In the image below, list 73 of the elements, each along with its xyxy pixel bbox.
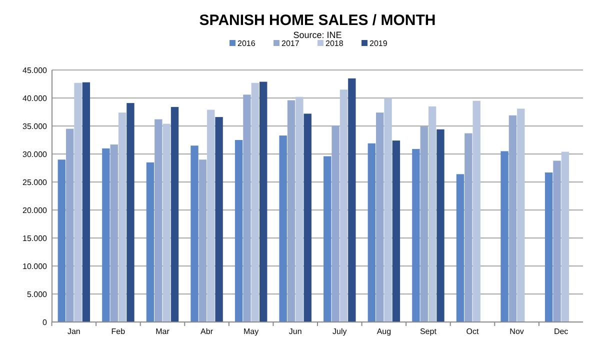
bar xyxy=(287,100,296,322)
y-tick-label: 10.000 xyxy=(22,262,48,271)
bar xyxy=(368,143,376,322)
legend-label: 2019 xyxy=(370,39,388,48)
bar xyxy=(456,174,464,322)
x-tick-label: Oct xyxy=(466,327,480,336)
x-tick-label: May xyxy=(244,327,259,336)
bar xyxy=(412,148,420,322)
y-tick-label: 20.000 xyxy=(22,206,48,215)
bar xyxy=(190,146,198,322)
bar xyxy=(74,82,82,322)
y-tick-label: 25.000 xyxy=(22,178,48,187)
y-tick-label: 45.000 xyxy=(22,66,48,75)
bar xyxy=(146,162,154,322)
bar xyxy=(324,156,332,322)
bar xyxy=(259,82,268,322)
bar xyxy=(154,119,162,322)
x-tick-label: Aug xyxy=(376,327,392,336)
bar xyxy=(561,152,570,322)
y-tick-label: 15.000 xyxy=(22,234,48,243)
bar xyxy=(464,133,472,322)
y-tick-label: 30.000 xyxy=(22,150,48,159)
bar xyxy=(340,90,348,322)
x-tick-label: Nov xyxy=(510,327,524,336)
legend-label: 2018 xyxy=(326,39,344,48)
bar xyxy=(348,78,356,322)
bar xyxy=(332,125,340,322)
bar xyxy=(472,100,480,322)
x-tick-label: Mar xyxy=(156,327,170,336)
x-tick-label: Jun xyxy=(288,327,302,336)
x-tick-label: Sept xyxy=(420,327,438,336)
bar xyxy=(553,160,561,322)
y-tick-label: 40.000 xyxy=(22,94,48,103)
bar xyxy=(436,129,444,322)
y-tick-label: 35.000 xyxy=(22,122,48,131)
y-tick-label: 5.000 xyxy=(26,290,48,299)
bar xyxy=(162,124,170,322)
bar xyxy=(82,82,90,322)
bar xyxy=(428,106,436,322)
x-tick-label: Jan xyxy=(67,327,80,336)
bar xyxy=(376,112,384,322)
chart-title: SPANISH HOME SALES / MONTH xyxy=(199,12,436,29)
bar xyxy=(251,82,260,322)
bar xyxy=(207,110,215,322)
bar xyxy=(126,103,134,322)
bar xyxy=(384,98,392,322)
bar xyxy=(198,160,207,322)
bar xyxy=(234,140,243,322)
x-tick-label: Dec xyxy=(554,327,568,336)
chart-subtitle: Source: INE xyxy=(293,30,342,40)
x-tick-label: July xyxy=(332,327,347,336)
y-tick-label: 0 xyxy=(42,318,48,327)
bar xyxy=(170,106,179,322)
bar xyxy=(517,108,525,322)
x-tick-label: Abr xyxy=(200,327,214,336)
bar xyxy=(279,136,287,322)
bar xyxy=(420,126,428,322)
bar xyxy=(102,148,110,322)
bar xyxy=(243,94,251,322)
legend-label: 2017 xyxy=(282,39,300,48)
bar xyxy=(544,172,553,322)
bar xyxy=(110,144,118,322)
bar xyxy=(66,128,74,322)
bar xyxy=(304,114,312,322)
bar xyxy=(508,115,517,322)
bar xyxy=(215,117,223,322)
x-tick-label: Feb xyxy=(111,327,126,336)
bar xyxy=(58,160,66,322)
legend-label: 2016 xyxy=(238,39,256,48)
bar xyxy=(392,140,400,322)
bar xyxy=(500,151,508,322)
bar xyxy=(118,112,126,322)
bar xyxy=(296,96,304,322)
